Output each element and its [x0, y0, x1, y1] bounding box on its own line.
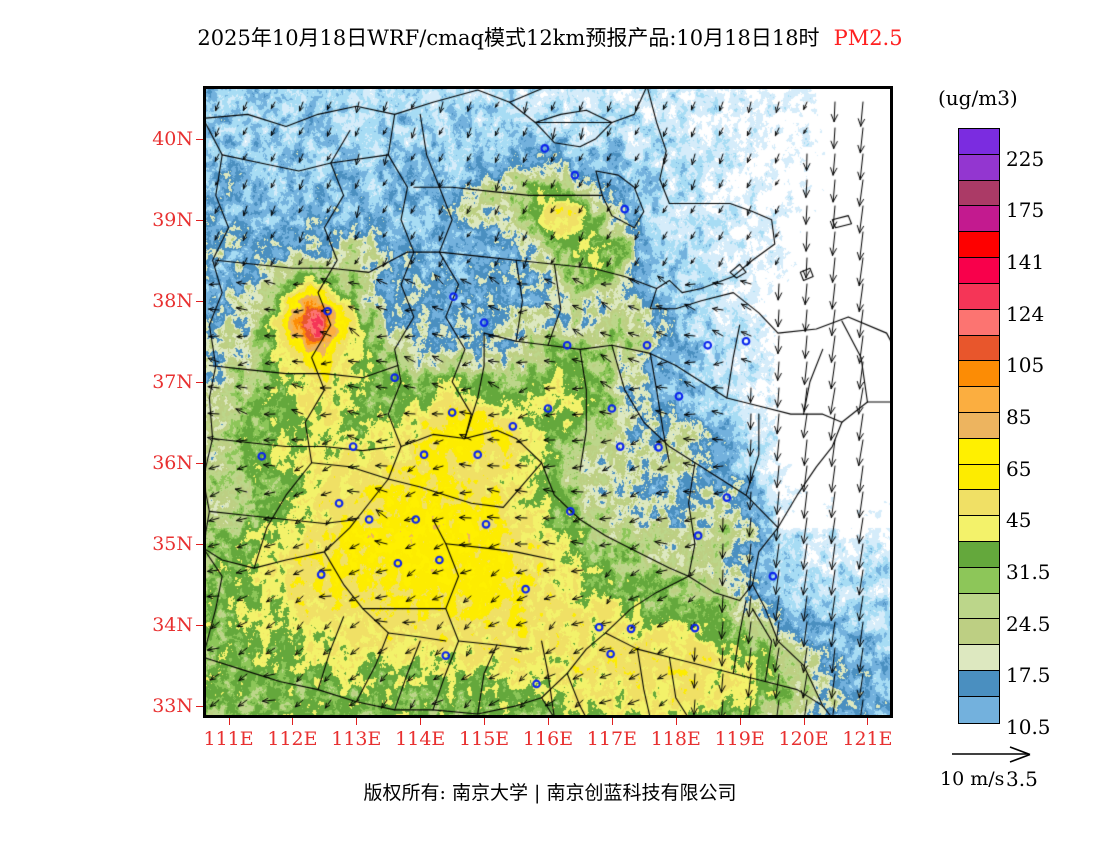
- y-axis-tick: [196, 543, 203, 545]
- colorbar-tick-label: 3.5: [1006, 766, 1038, 791]
- x-axis-label: 111E: [203, 728, 254, 750]
- colorbar-band: [959, 567, 999, 594]
- pm25-contour-map[interactable]: [203, 86, 893, 718]
- y-axis-label: 36N: [152, 451, 193, 474]
- copyright-footer: 版权所有: 南京大学 | 南京创蓝科技有限公司: [0, 778, 1100, 805]
- colorbar-band: [959, 516, 999, 542]
- x-axis-tick: [611, 718, 613, 725]
- x-axis-tick: [484, 718, 486, 725]
- colorbar-band: [959, 464, 999, 491]
- y-axis-label: 38N: [152, 289, 193, 312]
- colorbar-tick-label: 65: [1006, 456, 1032, 481]
- x-axis-tick: [356, 718, 358, 725]
- colorbar-tick-label: 141: [1006, 250, 1045, 275]
- y-axis-tick: [196, 462, 203, 464]
- colorbar-band: [959, 645, 999, 672]
- y-axis-tick: [196, 138, 203, 140]
- x-axis-tick: [292, 718, 294, 725]
- colorbar-band: [959, 542, 999, 568]
- x-axis-label: 114E: [395, 728, 446, 750]
- x-axis-label: 115E: [459, 728, 510, 750]
- colorbar-band: [959, 671, 999, 697]
- colorbar-tick-label: 31.5: [1006, 560, 1051, 585]
- colorbar-tick-label: 124: [1006, 301, 1045, 326]
- x-axis-label: 116E: [522, 728, 574, 750]
- colorbar-tick-label: 225: [1006, 146, 1045, 171]
- x-axis-tick: [228, 718, 230, 725]
- x-axis-label: 117E: [586, 728, 637, 750]
- colorbar-band: [959, 361, 999, 388]
- x-axis-tick: [803, 718, 805, 725]
- y-axis-tick: [196, 300, 203, 302]
- x-axis-label: 118E: [650, 728, 701, 750]
- y-axis-tick: [196, 705, 203, 707]
- y-axis-label: 34N: [152, 613, 193, 636]
- x-axis-label: 119E: [714, 728, 765, 750]
- x-axis-tick: [867, 718, 869, 725]
- colorbar-tick-label: 85: [1006, 405, 1032, 430]
- colorbar[interactable]: [958, 128, 1000, 724]
- x-axis-label: 120E: [778, 728, 829, 750]
- y-axis-label: 37N: [152, 370, 193, 393]
- x-axis-label: 112E: [267, 728, 318, 750]
- colorbar-tick-label: 10.5: [1006, 715, 1051, 739]
- y-axis-tick: [196, 624, 203, 626]
- colorbar-units-label: (ug/m3): [938, 86, 1018, 110]
- x-axis-label: 121E: [842, 728, 893, 750]
- colorbar-band: [959, 154, 999, 181]
- colorbar-band: [959, 490, 999, 517]
- colorbar-tick-label: 24.5: [1006, 611, 1051, 636]
- x-axis-tick: [420, 718, 422, 725]
- colorbar-band: [959, 412, 999, 439]
- map-plot-area[interactable]: [203, 86, 893, 718]
- wind-scale-key: 10 m/s: [940, 746, 1090, 802]
- colorbar-band: [959, 593, 999, 620]
- x-axis-tick: [739, 718, 741, 725]
- copyright-text: 版权所有: 南京大学 | 南京创蓝科技有限公司: [363, 782, 737, 804]
- title-text: 2025年10月18日WRF/cmaq模式12km预报产品:10月18日18时: [197, 26, 820, 50]
- colorbar-band: [959, 180, 999, 207]
- y-axis-label: 33N: [152, 694, 193, 717]
- y-axis-label: 40N: [152, 127, 193, 150]
- x-axis-tick: [675, 718, 677, 725]
- page-title: 2025年10月18日WRF/cmaq模式12km预报产品:10月18日18时 P…: [0, 22, 1100, 52]
- x-axis-tick: [548, 718, 549, 725]
- colorbar-tick-label: 45: [1006, 508, 1032, 533]
- right-arrow-icon: [952, 746, 1031, 763]
- colorbar-band: [959, 129, 999, 155]
- colorbar-band: [959, 206, 999, 233]
- y-axis-tick: [196, 219, 203, 221]
- y-axis-tick: [196, 381, 203, 383]
- colorbar-band: [959, 309, 999, 336]
- colorbar-band: [959, 283, 999, 310]
- colorbar-tick-label: 175: [1006, 198, 1045, 223]
- colorbar-tick-label: 105: [1006, 353, 1045, 378]
- colorbar-band: [959, 335, 999, 362]
- colorbar-band: [959, 258, 999, 284]
- y-axis-label: 35N: [152, 532, 193, 555]
- title-species-label: PM2.5: [833, 26, 903, 50]
- colorbar-band: [959, 619, 999, 646]
- colorbar-tick-label: 17.5: [1006, 663, 1051, 688]
- wind-scale-label: 10 m/s: [940, 768, 1005, 790]
- y-axis-label: 39N: [152, 208, 193, 231]
- colorbar-band: [959, 696, 999, 723]
- colorbar-band: [959, 232, 999, 259]
- x-axis-label: 113E: [331, 728, 382, 750]
- colorbar-band: [959, 438, 999, 465]
- colorbar-band: [959, 387, 999, 413]
